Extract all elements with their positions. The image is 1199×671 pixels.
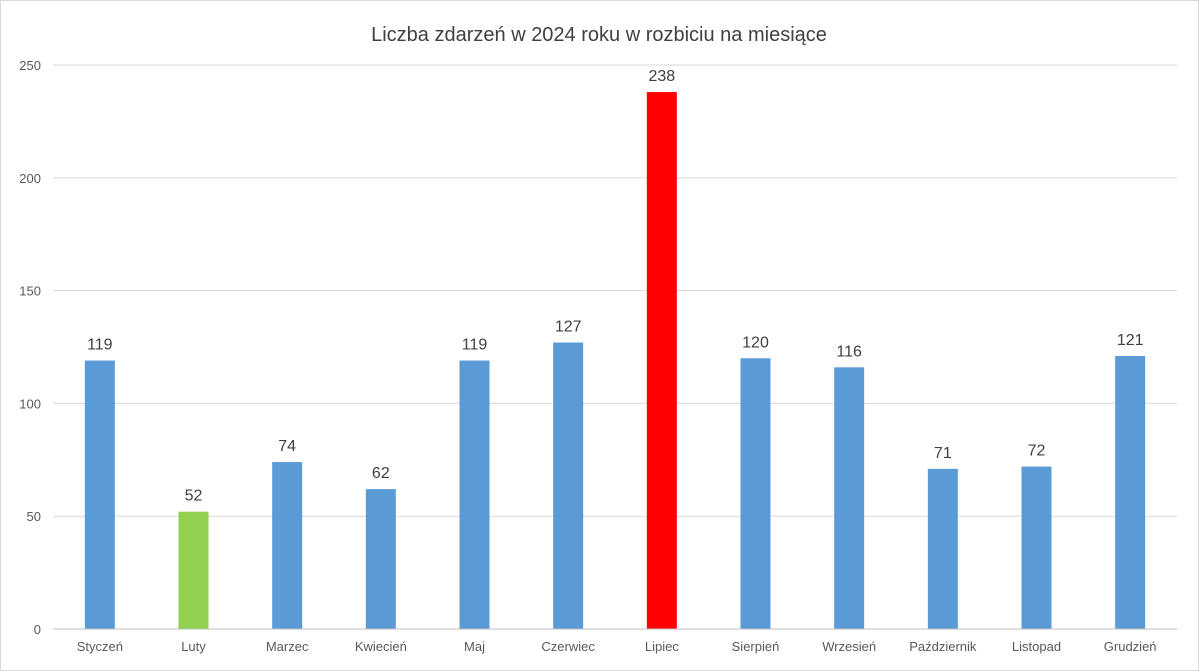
y-tick-label: 150	[19, 284, 41, 299]
bar	[927, 468, 958, 629]
bar	[740, 358, 771, 629]
y-axis-ticks: 0 50 100 150 200 250	[19, 58, 41, 637]
x-tick-label: Maj	[464, 639, 485, 654]
x-tick-label: Czerwiec	[541, 639, 595, 654]
bar	[365, 489, 396, 629]
bar	[1115, 356, 1146, 629]
data-label: 119	[462, 337, 488, 354]
y-tick-label: 50	[27, 509, 41, 524]
data-label: 120	[742, 334, 769, 351]
x-axis-ticks: Styczeń Luty Marzec Kwiecień Maj Czerwiec Lipi…	[77, 639, 1157, 654]
bar	[646, 92, 677, 629]
data-label: 238	[648, 68, 675, 85]
x-tick-label: Luty	[181, 639, 206, 654]
x-tick-label: Listopad	[1012, 639, 1061, 654]
data-label: 62	[372, 465, 390, 482]
gridlines	[53, 64, 1177, 517]
y-tick-label: 250	[19, 58, 41, 73]
bar	[178, 511, 209, 629]
bar	[272, 462, 303, 629]
y-tick-label: 0	[34, 622, 41, 637]
y-tick-label: 200	[19, 171, 41, 186]
data-label: 119	[87, 337, 113, 354]
x-tick-label: Grudzień	[1104, 639, 1157, 654]
data-label: 71	[934, 445, 952, 462]
data-label: 52	[185, 488, 203, 505]
data-label: 74	[278, 438, 296, 455]
data-labels: 119 52 74 62 119 127 238 120 116 71 72 121	[87, 68, 1144, 505]
bar	[553, 342, 584, 629]
bar	[459, 360, 490, 629]
bar	[1021, 466, 1052, 629]
x-tick-label: Lipiec	[645, 639, 679, 654]
data-label: 127	[555, 318, 582, 335]
x-tick-label: Kwiecień	[355, 639, 407, 654]
x-tick-label: Sierpień	[732, 639, 780, 654]
chart-title: Liczba zdarzeń w 2024 roku w rozbiciu na…	[371, 24, 827, 46]
y-tick-label: 100	[19, 396, 41, 411]
bar	[84, 360, 115, 629]
data-label: 116	[836, 343, 862, 360]
bar	[834, 367, 865, 629]
x-tick-label: Październik	[909, 639, 977, 654]
bars	[84, 92, 1146, 629]
x-tick-label: Marzec	[266, 639, 309, 654]
x-tick-label: Wrzesień	[822, 639, 876, 654]
x-tick-label: Styczeń	[77, 639, 123, 654]
data-label: 72	[1028, 443, 1046, 460]
data-label: 121	[1117, 332, 1144, 349]
